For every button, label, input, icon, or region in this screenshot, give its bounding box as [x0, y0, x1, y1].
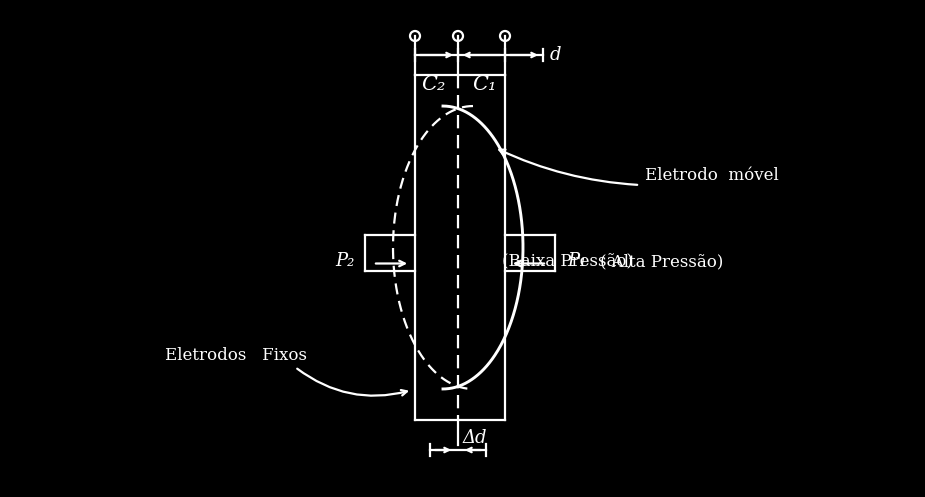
Text: C₂: C₂: [421, 75, 446, 94]
Text: P₁: P₁: [567, 252, 586, 270]
Text: Δd: Δd: [463, 429, 487, 447]
Text: C₁: C₁: [473, 75, 497, 94]
Text: P₂: P₂: [336, 252, 355, 270]
Text: d: d: [550, 46, 561, 64]
Text: (Baixa Pressão): (Baixa Pressão): [501, 253, 633, 270]
Text: ( Alta Pressão): ( Alta Pressão): [600, 253, 723, 270]
Text: Eletrodo  móvel: Eletrodo móvel: [645, 166, 779, 183]
Text: Eletrodos   Fixos: Eletrodos Fixos: [165, 346, 307, 363]
